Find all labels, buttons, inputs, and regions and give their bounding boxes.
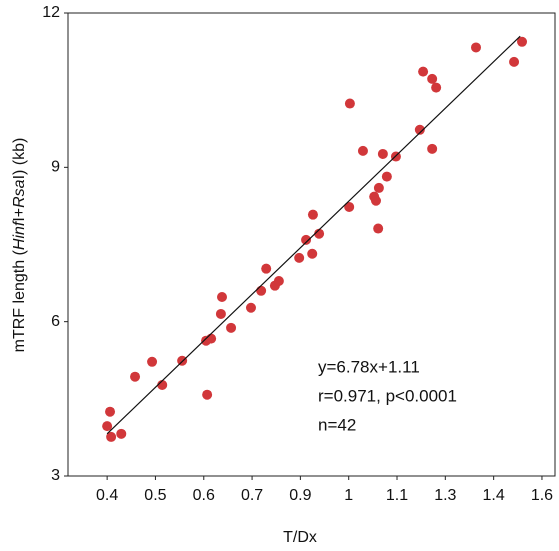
x-tick-label: 0.5 <box>144 487 166 504</box>
point <box>517 36 528 47</box>
point <box>427 73 438 84</box>
point <box>373 182 384 193</box>
y-title-part: mTRF length ( <box>11 249 28 352</box>
point <box>245 302 256 313</box>
point <box>307 209 318 220</box>
point <box>206 333 217 344</box>
point <box>344 98 355 109</box>
y-tick-label: 6 <box>51 313 60 330</box>
point <box>414 124 425 135</box>
point <box>256 285 267 296</box>
fit-line <box>106 35 521 435</box>
annotation: n=42 <box>318 415 356 434</box>
x-tick-label: 1.1 <box>386 487 408 504</box>
point <box>471 42 482 53</box>
point <box>377 148 388 159</box>
y-title-part: I+ <box>11 208 28 222</box>
point <box>202 389 213 400</box>
x-tick-label: 1 <box>344 487 353 504</box>
point <box>216 291 227 302</box>
point <box>301 234 312 245</box>
point <box>130 371 141 382</box>
y-tick-label: 12 <box>42 4 60 21</box>
x-tick-label: 1.4 <box>483 487 505 504</box>
point <box>102 421 113 432</box>
y-title-part: Hinf <box>11 220 28 250</box>
point <box>509 56 520 67</box>
point <box>418 66 429 77</box>
plot-frame <box>67 12 556 477</box>
y-tick-label: 9 <box>51 159 60 176</box>
point <box>431 82 442 93</box>
point <box>147 356 158 367</box>
point <box>273 276 284 287</box>
y-axis-title: mTRF length (HinfI+RsaI) (kb) <box>11 138 28 353</box>
x-tick-label: 1.3 <box>434 487 456 504</box>
point <box>314 228 325 239</box>
point <box>226 322 237 333</box>
x-tick-label: 0.9 <box>289 487 311 504</box>
point <box>344 201 355 212</box>
point <box>307 248 318 259</box>
y-title-part: Rsa <box>11 179 28 208</box>
point <box>106 431 117 442</box>
y-title-part: I) (kb) <box>11 138 28 180</box>
x-axis-title: T/Dx <box>283 529 317 546</box>
point <box>373 223 384 234</box>
x-tick-label: 1.6 <box>531 487 553 504</box>
point <box>370 195 381 206</box>
point <box>427 143 438 154</box>
point <box>381 171 392 182</box>
annotation: r=0.971, p<0.0001 <box>318 386 457 405</box>
point <box>105 406 116 417</box>
x-tick-label: 0.4 <box>96 487 118 504</box>
point <box>294 252 305 263</box>
x-tick-label: 0.6 <box>193 487 215 504</box>
annotation: y=6.78x+1.11 <box>318 357 420 376</box>
point <box>261 263 272 274</box>
point <box>116 428 127 439</box>
x-tick-label: 0.7 <box>241 487 263 504</box>
y-tick-label: 3 <box>51 467 60 484</box>
point <box>215 308 226 319</box>
point <box>357 145 368 156</box>
